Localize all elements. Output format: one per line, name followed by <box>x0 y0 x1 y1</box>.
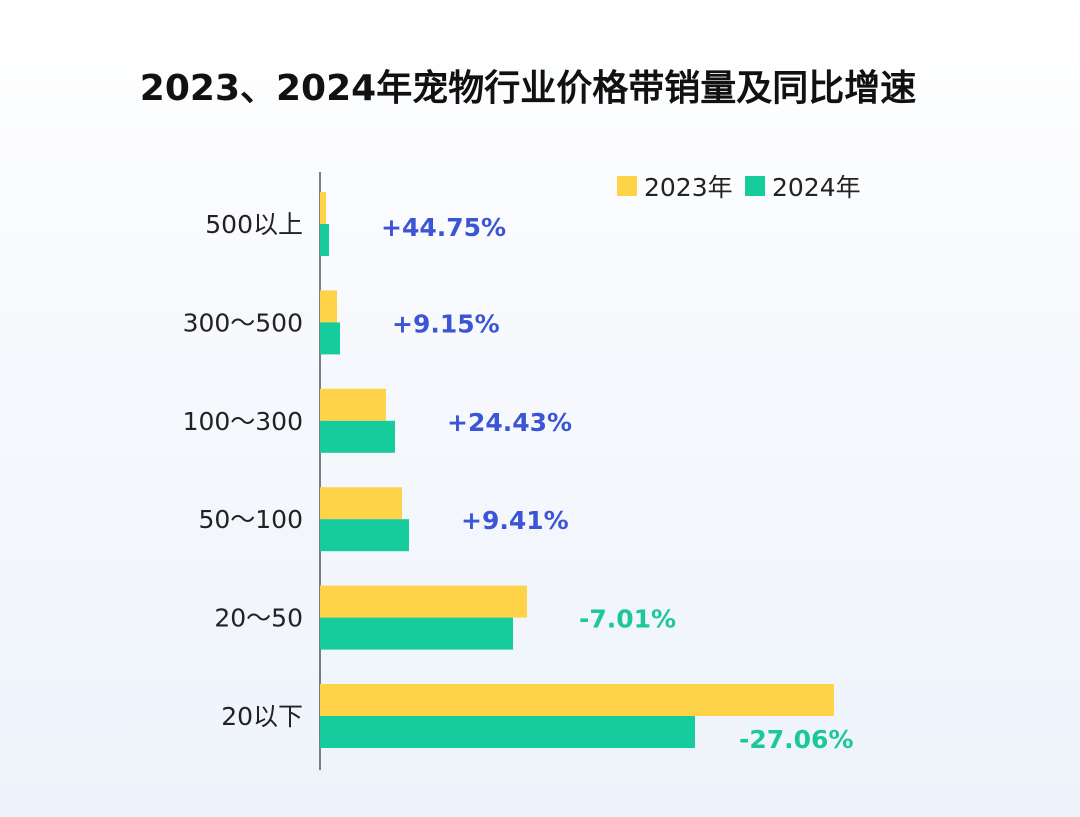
category-label: 50～100 <box>198 505 303 534</box>
category-label: 300～500 <box>183 308 303 337</box>
bar-2023 <box>320 388 386 421</box>
legend-label-2024: 2024年 <box>772 173 861 202</box>
bar-2023 <box>320 192 326 224</box>
bar-2024 <box>320 716 695 748</box>
category-label: 20～50 <box>214 604 303 633</box>
legend-label-2023: 2023年 <box>644 173 733 202</box>
growth-label: -7.01% <box>579 605 676 634</box>
category-label: 20以下 <box>221 702 303 731</box>
legend: 2023年 2024年 <box>617 173 861 202</box>
bar-2024 <box>320 224 329 256</box>
bar-2024 <box>320 519 409 552</box>
bar-2024 <box>320 617 513 650</box>
chart-title: 2023、2024年宠物行业价格带销量及同比增速 <box>140 68 916 109</box>
growth-label: +44.75% <box>381 213 506 242</box>
category-label: 500以上 <box>205 210 303 239</box>
bar-2023 <box>320 487 402 520</box>
growth-label: -27.06% <box>739 725 854 754</box>
legend-swatch-2024 <box>745 176 765 196</box>
bar-2024 <box>320 322 340 355</box>
growth-label: +24.43% <box>447 408 572 437</box>
bar-2023 <box>320 290 337 323</box>
bar-2023 <box>320 585 527 618</box>
legend-swatch-2023 <box>617 176 637 196</box>
growth-label: +9.41% <box>461 506 569 535</box>
bar-2024 <box>320 420 395 453</box>
category-label: 100～300 <box>183 407 303 436</box>
bar-2023 <box>320 684 834 716</box>
growth-label: +9.15% <box>392 309 500 338</box>
